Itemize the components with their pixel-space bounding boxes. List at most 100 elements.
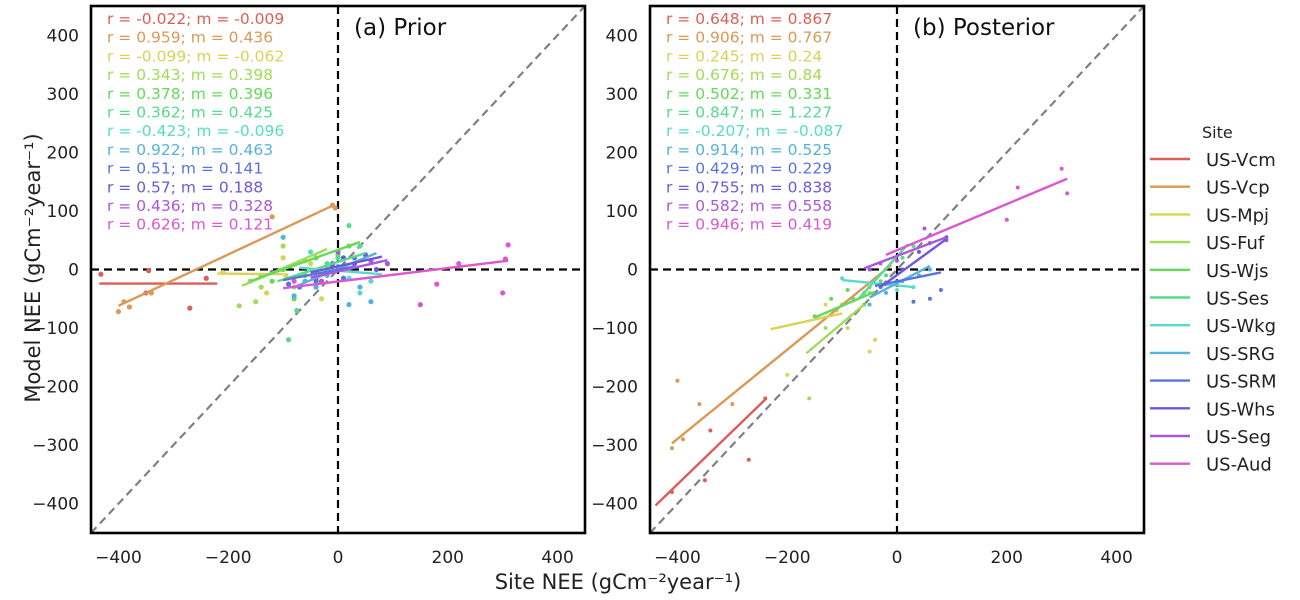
data-point-us-vcp bbox=[126, 304, 133, 310]
fit-line-us-wkg bbox=[841, 278, 914, 289]
data-point-us-aud bbox=[1004, 217, 1009, 222]
fit-line-us-wjs bbox=[249, 240, 361, 283]
x-tick-label: −200 bbox=[764, 548, 811, 568]
stat-annotation-us-wjs: r = 0.378; m = 0.396 bbox=[107, 85, 273, 103]
stat-annotation-us-vcp: r = 0.959; m = 0.436 bbox=[107, 29, 273, 47]
stat-annotation-us-aud: r = 0.626; m = 0.121 bbox=[107, 216, 273, 234]
stat-annotation-us-vcp: r = 0.906; m = 0.767 bbox=[666, 29, 832, 47]
stat-annotation-us-vcm: r = -0.022; m = -0.009 bbox=[107, 10, 284, 28]
fit-line-us-aud bbox=[282, 259, 509, 290]
y-tick-label: −300 bbox=[591, 436, 638, 456]
data-point-us-srm bbox=[286, 281, 292, 287]
data-point-us-mpj bbox=[307, 261, 314, 267]
legend-title: Site bbox=[1202, 123, 1233, 142]
data-point-us-seg bbox=[384, 261, 390, 267]
data-point-us-mpj bbox=[785, 372, 790, 377]
y-tick-label: 100 bbox=[606, 202, 638, 222]
x-tick-label: −400 bbox=[95, 548, 142, 568]
data-point-us-ses bbox=[335, 255, 341, 261]
data-point-us-fuf bbox=[253, 299, 259, 305]
stat-annotation-us-srm: r = 0.429; m = 0.229 bbox=[666, 160, 832, 178]
data-point-us-mpj bbox=[264, 290, 270, 296]
stat-annotation-us-seg: r = 0.582; m = 0.558 bbox=[666, 197, 832, 215]
y-tick-label: −100 bbox=[32, 319, 79, 339]
panel-title: (b) Posterior bbox=[913, 15, 1055, 41]
y-tick-label: 400 bbox=[606, 26, 638, 46]
data-point-us-srg bbox=[280, 234, 286, 240]
legend-label: US-Vcm bbox=[1206, 150, 1276, 171]
fit-line-us-ses bbox=[857, 243, 909, 300]
x-tick-label: 0 bbox=[333, 548, 344, 568]
y-tick-label: 100 bbox=[47, 202, 79, 222]
data-point-us-seg bbox=[867, 267, 872, 272]
legend-label: US-Aud bbox=[1206, 455, 1272, 476]
data-point-us-seg bbox=[922, 226, 927, 231]
data-point-us-aud bbox=[505, 242, 511, 248]
data-point-us-vcm bbox=[203, 275, 209, 281]
data-point-us-vcp bbox=[269, 214, 275, 220]
panel-prior: −400 −200 0 200 400 −400 −300 −200 −100 0 100 200 30… bbox=[32, 4, 587, 568]
data-point-us-vcp bbox=[115, 309, 122, 315]
y-tick-label: 0 bbox=[627, 261, 638, 281]
y-tick-label: −200 bbox=[591, 378, 638, 398]
stat-annotation-us-wkg: r = -0.423; m = -0.096 bbox=[107, 122, 284, 140]
data-point-us-ses bbox=[286, 337, 292, 343]
legend-label: US-Wkg bbox=[1206, 316, 1276, 337]
data-point-us-wjs bbox=[878, 279, 883, 284]
legend-label: US-SRM bbox=[1206, 372, 1277, 393]
data-point-us-aud bbox=[500, 290, 506, 296]
data-point-us-srg bbox=[884, 290, 889, 295]
data-point-us-aud bbox=[1065, 191, 1070, 196]
y-tick-label: 300 bbox=[606, 85, 638, 105]
data-point-us-vcp bbox=[675, 378, 680, 383]
data-point-us-vcp bbox=[680, 437, 685, 442]
fit-line-us-ses bbox=[277, 251, 366, 283]
data-point-us-vcp bbox=[697, 402, 702, 407]
stat-annotation-us-whs: r = 0.57; m = 0.188 bbox=[107, 178, 263, 196]
x-tick-label: 400 bbox=[541, 548, 573, 568]
data-point-us-ses bbox=[900, 255, 905, 260]
fit-line-us-fuf bbox=[805, 303, 865, 355]
data-point-us-ses bbox=[884, 273, 889, 278]
data-point-us-seg bbox=[895, 258, 899, 263]
data-point-us-wkg bbox=[368, 278, 374, 284]
fit-line-us-whs bbox=[310, 255, 383, 274]
data-point-us-mpj bbox=[873, 337, 878, 342]
data-point-us-mpj bbox=[823, 302, 828, 307]
fit-line-us-vcp bbox=[117, 204, 334, 307]
data-point-us-mpj bbox=[283, 272, 289, 278]
x-axis-label: Site NEE (gCm⁻²year⁻¹) bbox=[495, 570, 742, 594]
fit-line-us-aud bbox=[885, 177, 1068, 256]
fit-line-us-seg bbox=[310, 258, 388, 279]
plot-area bbox=[91, 6, 585, 533]
data-point-us-ses bbox=[911, 244, 916, 249]
x-tick-label: −400 bbox=[654, 548, 701, 568]
data-point-us-aud bbox=[456, 261, 462, 267]
data-point-us-srm bbox=[938, 287, 943, 292]
fit-line-us-mpj bbox=[770, 312, 843, 331]
data-point-us-wjs bbox=[829, 296, 834, 301]
data-point-us-aud bbox=[1015, 185, 1020, 190]
y-tick-label: −100 bbox=[591, 319, 638, 339]
data-point-us-ses bbox=[346, 222, 352, 229]
y-tick-label: −400 bbox=[32, 495, 79, 515]
y-tick-label: 400 bbox=[47, 26, 79, 46]
plot-area bbox=[650, 6, 1144, 533]
data-point-us-srg bbox=[313, 284, 319, 290]
data-point-us-aud bbox=[417, 302, 423, 308]
data-point-us-vcm bbox=[187, 305, 193, 311]
fit-line-us-vcm bbox=[654, 398, 767, 507]
one-to-one-line bbox=[650, 6, 1144, 533]
stat-annotation-us-srm: r = 0.51; m = 0.141 bbox=[107, 160, 263, 178]
y-tick-label: −200 bbox=[32, 378, 79, 398]
data-point-us-whs bbox=[916, 249, 921, 254]
fit-line-us-wjs bbox=[814, 290, 876, 319]
data-point-us-srm bbox=[911, 299, 916, 304]
legend-label: US-Ses bbox=[1206, 289, 1269, 310]
panel-title: (a) Prior bbox=[354, 15, 447, 41]
data-point-us-aud bbox=[1059, 166, 1064, 171]
data-point-us-wkg bbox=[895, 287, 899, 292]
data-point-us-wjs bbox=[845, 287, 850, 292]
data-point-us-vcp bbox=[730, 402, 735, 407]
